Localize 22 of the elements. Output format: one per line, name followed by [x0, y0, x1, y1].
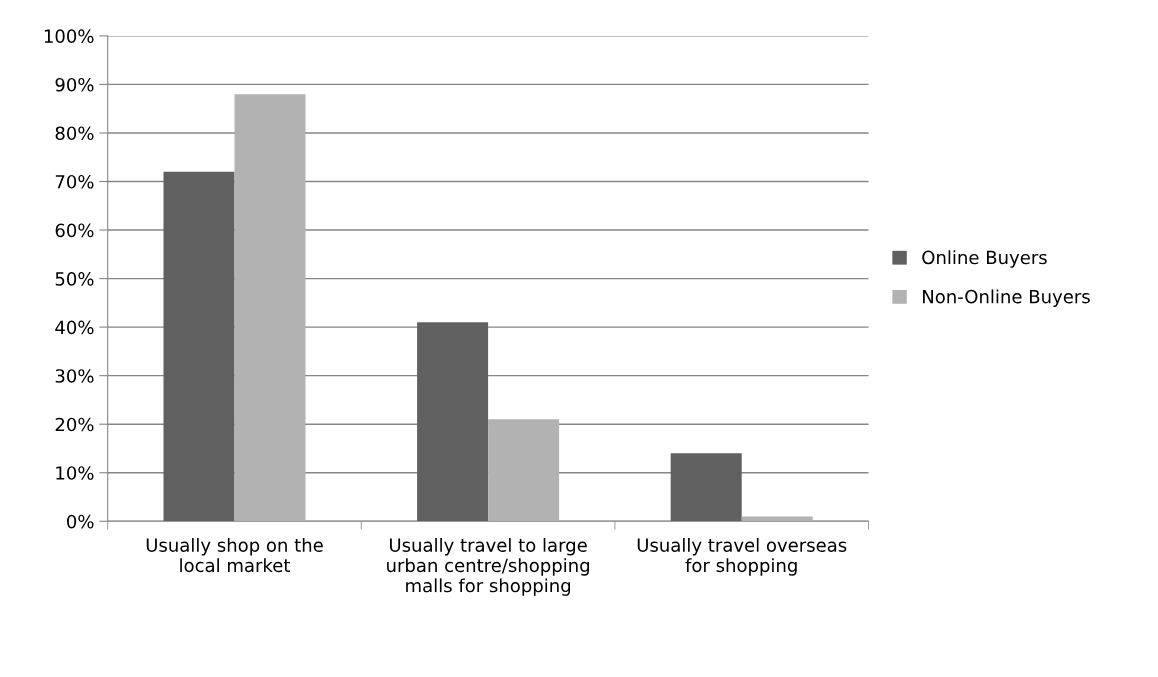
bar — [234, 94, 306, 522]
y-tick-label: 0% — [67, 514, 94, 529]
y-tick-label: 70% — [55, 174, 94, 189]
legend-label: Online Buyers — [922, 250, 1047, 268]
y-tick-label: 60% — [55, 223, 94, 238]
bar — [741, 516, 813, 522]
y-tick-label: 80% — [55, 126, 94, 141]
bar — [417, 322, 489, 522]
bar — [163, 171, 235, 522]
bar — [488, 419, 560, 522]
y-tick-label: 20% — [55, 417, 94, 432]
y-tick-label: 30% — [55, 369, 94, 383]
bar — [670, 453, 742, 522]
y-tick-label: 10% — [56, 466, 94, 480]
y-tick-label: 40% — [55, 320, 94, 335]
legend-label: Non-Online Buyers — [923, 289, 1090, 307]
y-tick-label: 50% — [55, 272, 94, 286]
x-tick-label: Usually travel overseas for shopping — [637, 537, 847, 576]
y-tick-label: 100% — [44, 29, 94, 43]
x-tick-label: Usually shop on the local market — [146, 537, 323, 573]
x-tick-label: Usually travel to large urban centre/shopping malls for shopping — [387, 537, 589, 596]
y-tick-label: 90% — [55, 77, 94, 92]
